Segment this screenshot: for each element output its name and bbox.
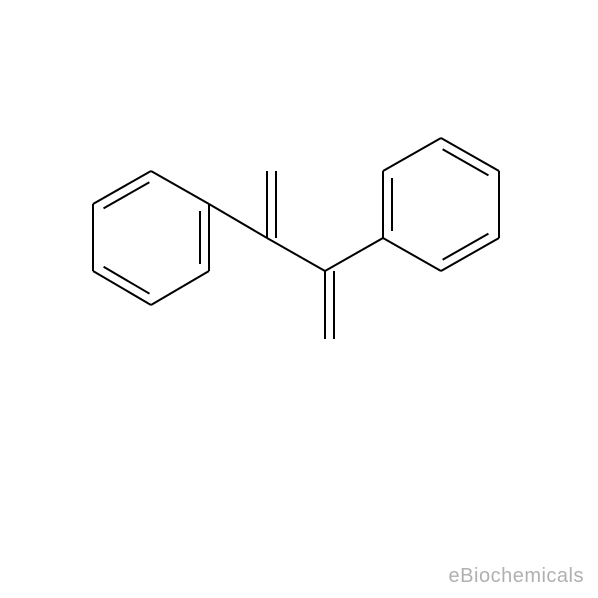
molecule-structure-diagram [0,0,598,598]
watermark-text: eBiochemicals [449,565,584,588]
